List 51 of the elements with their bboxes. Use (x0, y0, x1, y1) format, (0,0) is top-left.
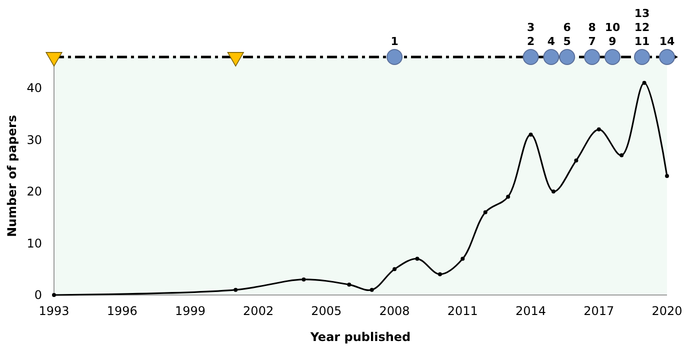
x-tick-label: 2017 (584, 304, 614, 318)
y-tick-label: 30 (26, 132, 42, 147)
point (370, 288, 374, 292)
annotation: 4 (547, 35, 556, 48)
point (559, 49, 576, 65)
x-tick-label: 2002 (243, 304, 274, 318)
x-tick-label: 2005 (311, 304, 342, 318)
point (659, 49, 675, 65)
point (634, 49, 650, 65)
point (386, 49, 403, 65)
x-tick-label: 2011 (447, 304, 478, 318)
point (604, 49, 621, 65)
point (522, 49, 539, 65)
point (415, 256, 420, 261)
point (234, 288, 238, 292)
annotation: 13 12 11 (634, 7, 650, 48)
point (506, 194, 510, 199)
point (483, 210, 488, 214)
point (438, 272, 442, 276)
point (551, 190, 556, 194)
x-tick-label: 1999 (174, 304, 206, 318)
x-axis-title: Year published (309, 330, 411, 344)
y-tick-label: 20 (26, 184, 42, 199)
point (52, 293, 56, 297)
annotation: 3 2 (526, 21, 535, 48)
point (574, 158, 578, 162)
y-axis-title: Number of papers (5, 114, 19, 238)
annotation: 6 5 (563, 21, 572, 48)
point (596, 127, 601, 132)
annotation: 1 (390, 35, 398, 48)
x-tick-label: 2020 (652, 304, 682, 318)
annotation: 10 9 (604, 21, 621, 48)
annotation: 8 7 (588, 21, 596, 48)
point (543, 49, 560, 65)
point (665, 174, 669, 178)
point (302, 277, 306, 282)
x-tick-label: 1993 (38, 304, 70, 318)
point (584, 49, 600, 65)
point (620, 153, 624, 158)
y-tick-label: 40 (26, 81, 42, 96)
point (347, 282, 352, 287)
y-tick-label: 10 (26, 236, 42, 250)
point (460, 256, 465, 261)
point (528, 132, 533, 137)
point (642, 80, 646, 85)
y-tick-label: 0 (34, 288, 42, 302)
x-tick-label: 2008 (379, 304, 410, 318)
x-tick-label: 1996 (106, 304, 138, 318)
point (392, 267, 397, 272)
annotation: 14 (659, 35, 675, 48)
x-tick-label: 2014 (516, 304, 546, 318)
